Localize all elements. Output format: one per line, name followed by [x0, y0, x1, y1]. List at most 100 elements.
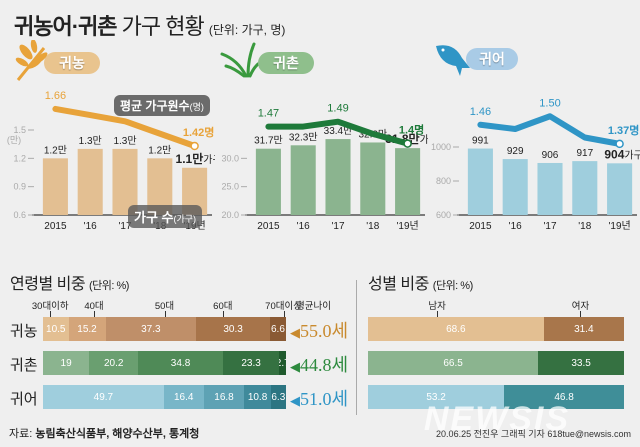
- y-tick-label: 1000: [431, 142, 451, 152]
- bar-value-label: 1.2만: [44, 144, 67, 156]
- callout-households-text: 가구 수: [134, 210, 174, 225]
- avg-age-value: ◀51.0세: [290, 389, 349, 409]
- category-tick: [437, 311, 439, 317]
- credit: 20.06.25 전진우 그래픽 기자 618tue@newsis.com: [436, 429, 631, 439]
- category-header: 70대이상: [265, 301, 302, 312]
- bar-value-label: 1.2만: [148, 144, 171, 156]
- row-label: 귀촌: [10, 357, 38, 374]
- bar: [607, 163, 633, 215]
- x-tick-label: 2015: [469, 221, 492, 232]
- y-tick-label: 600: [436, 210, 451, 220]
- fish-households-chart: 600 800 1000 991 2015 929 '16 906 '17 917 '18 904가구…: [431, 97, 640, 232]
- x-tick-label: '16: [297, 221, 310, 232]
- y-tick-label: 0.9: [13, 182, 26, 192]
- avg-age-text: 44.8세: [300, 355, 349, 375]
- bar-segment: 10.8: [244, 385, 271, 409]
- age-section-title: 연령별 비중 (단위: %): [10, 270, 129, 294]
- bar-segment: 2.7: [279, 351, 286, 375]
- bar: [290, 145, 316, 215]
- y-tick-label: 25.0: [221, 182, 239, 192]
- bar-value-label: 917: [576, 148, 593, 159]
- bar-value-suffix: 가구: [624, 149, 640, 161]
- y-tick-label: 1.5: [13, 125, 26, 135]
- avg-members-line: [265, 118, 411, 147]
- x-tick-label: '18: [366, 221, 379, 232]
- line-value-label: 1.47: [258, 108, 279, 120]
- bar: [502, 159, 528, 215]
- section-pill-fish: 귀어: [466, 48, 518, 70]
- stacked-bar-row: 66.5 33.5: [368, 351, 624, 375]
- bar: [77, 148, 103, 215]
- section-label-rural: 귀촌: [273, 55, 299, 71]
- gender-title-unit: (단위: %): [432, 280, 473, 292]
- bar: [467, 148, 493, 215]
- bar-value-label: 1.3만: [79, 135, 102, 147]
- line-end-marker: [615, 139, 624, 149]
- category-header: 남자: [428, 301, 446, 312]
- bar: [572, 161, 598, 215]
- line-value-label: 1.4명: [399, 123, 424, 137]
- line-value-label: 1.50: [539, 97, 560, 109]
- bar-segment: 49.7: [43, 385, 164, 409]
- bar-value-label: 32.3만: [289, 131, 318, 143]
- line-end-marker: [403, 139, 412, 148]
- bar-value-label: 929: [507, 146, 524, 157]
- bar: [360, 142, 386, 215]
- title-unit: (단위: 가구, 명): [208, 23, 286, 37]
- x-tick-label: 2015: [44, 221, 67, 232]
- y-tick-label: 800: [436, 176, 451, 186]
- line-value-label: 1.66: [45, 90, 66, 102]
- avg-age-header: 평균나이: [296, 301, 331, 312]
- line-end-marker: [190, 141, 199, 151]
- bar-segment: 37.3: [105, 317, 197, 341]
- x-tick-label: '19년: [608, 220, 630, 232]
- stacked-bar-row: 49.7 16.4 16.8 10.8 6.3: [43, 385, 286, 409]
- gender-section-title: 성별 비중 (단위: %): [368, 270, 473, 294]
- section-pill-rural: 귀촌: [258, 52, 314, 74]
- x-tick-label: '16: [509, 221, 522, 232]
- line-value-label: 1.42명: [183, 125, 215, 139]
- bar-segment: 46.8: [504, 385, 624, 409]
- y-tick-label: 20.0: [221, 210, 239, 220]
- category-header: 여자: [571, 301, 590, 312]
- category-tick: [164, 311, 166, 317]
- bar-segment: 10.5: [43, 317, 69, 341]
- category-header: 40대: [84, 301, 104, 312]
- bar-segment: 31.4: [543, 317, 624, 341]
- bar-segment: 34.8: [138, 351, 223, 375]
- y-unit-label: (만): [7, 135, 21, 145]
- callout-avg-members-unit: (명): [189, 102, 204, 112]
- bar-value-label: 1.1만가구: [176, 151, 215, 166]
- line-value-label: 1.46: [470, 106, 491, 118]
- title-light: 가구 현황: [121, 14, 205, 39]
- y-tick-label: 0.6: [13, 210, 26, 220]
- rural-households-chart: 20.025.030.031.7만201532.3만'1633.4만'1732.…: [221, 103, 428, 232]
- bar-segment: 6.3: [270, 385, 286, 409]
- stacked-bar-row: 53.2 46.8: [368, 385, 624, 409]
- bar-segment: 66.5: [368, 351, 539, 375]
- bar-segment: 68.6: [368, 317, 544, 341]
- bar-segment: 23.3: [222, 351, 280, 375]
- bar: [325, 139, 351, 215]
- farm-households-chart: 0.6 0.9 1.2 1.5(만) 1.2만 2015 1.3만 '16 1.3만 '17 1.2…: [7, 90, 215, 232]
- bar: [395, 148, 421, 215]
- avg-age-value: ◀55.0세: [290, 321, 349, 341]
- bar: [112, 148, 138, 215]
- bar-segment: 53.2: [368, 385, 505, 409]
- wheat-icon: [15, 40, 48, 81]
- y-tick-label: 30.0: [221, 153, 239, 163]
- bar-segment: 20.2: [89, 351, 139, 375]
- avg-members-line: [477, 113, 623, 147]
- x-tick-label: 2015: [257, 221, 280, 232]
- gender-title-text: 성별 비중: [368, 276, 429, 293]
- bar-value-suffix: 가구: [420, 134, 428, 146]
- bar-segment: 15.2: [68, 317, 106, 341]
- avg-age-text: 51.0세: [300, 389, 349, 409]
- x-tick-label: '16: [84, 221, 97, 232]
- bar-value-label: 904가구: [604, 147, 640, 161]
- age-title-text: 연령별 비중: [10, 276, 86, 293]
- section-label-farm: 귀농: [59, 55, 85, 71]
- category-header: 30대이하: [31, 301, 69, 312]
- bar-segment: 19: [43, 351, 90, 375]
